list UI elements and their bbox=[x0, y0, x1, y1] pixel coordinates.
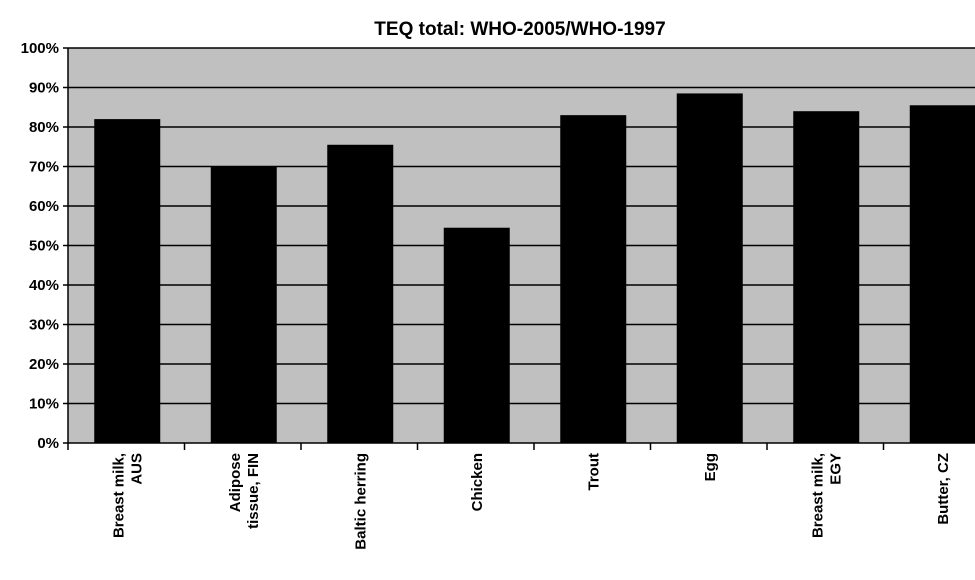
chart-title: TEQ total: WHO-2005/WHO-1997 bbox=[374, 19, 665, 40]
x-tick-label-line: tissue, FIN bbox=[245, 453, 262, 529]
y-tick-label: 100% bbox=[21, 40, 59, 57]
x-tick-label-line: Baltic herring bbox=[352, 453, 369, 550]
y-tick-label: 90% bbox=[29, 80, 59, 97]
x-tick-label-line: Adipose bbox=[227, 453, 244, 512]
y-tick-label: 50% bbox=[29, 238, 59, 255]
x-tick-label-line: Breast milk, bbox=[809, 453, 826, 538]
bar bbox=[443, 227, 510, 443]
y-tick-label: 30% bbox=[29, 317, 59, 334]
y-tick-label: 70% bbox=[29, 159, 59, 176]
x-tick-label: Breast milk, EGY bbox=[809, 453, 844, 538]
y-tick-label: 60% bbox=[29, 198, 59, 215]
y-tick-label: 80% bbox=[29, 119, 59, 136]
x-tick-label-line: Breast milk, bbox=[110, 453, 127, 538]
bar bbox=[327, 144, 394, 443]
x-tick-label-line: AUS bbox=[128, 453, 145, 485]
y-tick-label: 20% bbox=[29, 356, 59, 373]
axes bbox=[63, 47, 975, 450]
y-axis-ticks: 0% 10% 20% 30% 40% 50% 60% 70% 80% 90% 100% bbox=[21, 40, 59, 452]
x-tick-label: Adipose tissue, FIN bbox=[227, 453, 262, 529]
x-tick-label-line: Chicken bbox=[469, 453, 486, 511]
x-tick-label-line: Trout bbox=[585, 453, 602, 491]
y-tick-label: 0% bbox=[37, 435, 59, 452]
bars bbox=[94, 93, 975, 444]
x-tick-label: Egg bbox=[702, 453, 719, 481]
x-tick-label: Breast milk, AUS bbox=[110, 453, 145, 538]
bar bbox=[793, 111, 860, 443]
x-tick-label-line: EGY bbox=[827, 453, 844, 485]
x-tick-label-line: Egg bbox=[702, 453, 719, 481]
bar bbox=[676, 93, 743, 444]
x-tick-label: Trout bbox=[585, 453, 602, 491]
x-tick-label-line: Butter, CZ bbox=[935, 453, 952, 525]
x-tick-label: Chicken bbox=[469, 453, 486, 511]
bar bbox=[560, 115, 627, 444]
bar bbox=[909, 105, 975, 444]
bar bbox=[210, 166, 277, 443]
x-axis-ticks: Breast milk, AUS Adipose tissue, FIN Baltic … bbox=[110, 453, 952, 550]
x-tick-label: Baltic herring bbox=[352, 453, 369, 550]
y-tick-label: 40% bbox=[29, 277, 59, 294]
y-tick-label: 10% bbox=[29, 396, 59, 413]
x-tick-label: Butter, CZ bbox=[935, 453, 952, 525]
bar bbox=[94, 119, 161, 443]
